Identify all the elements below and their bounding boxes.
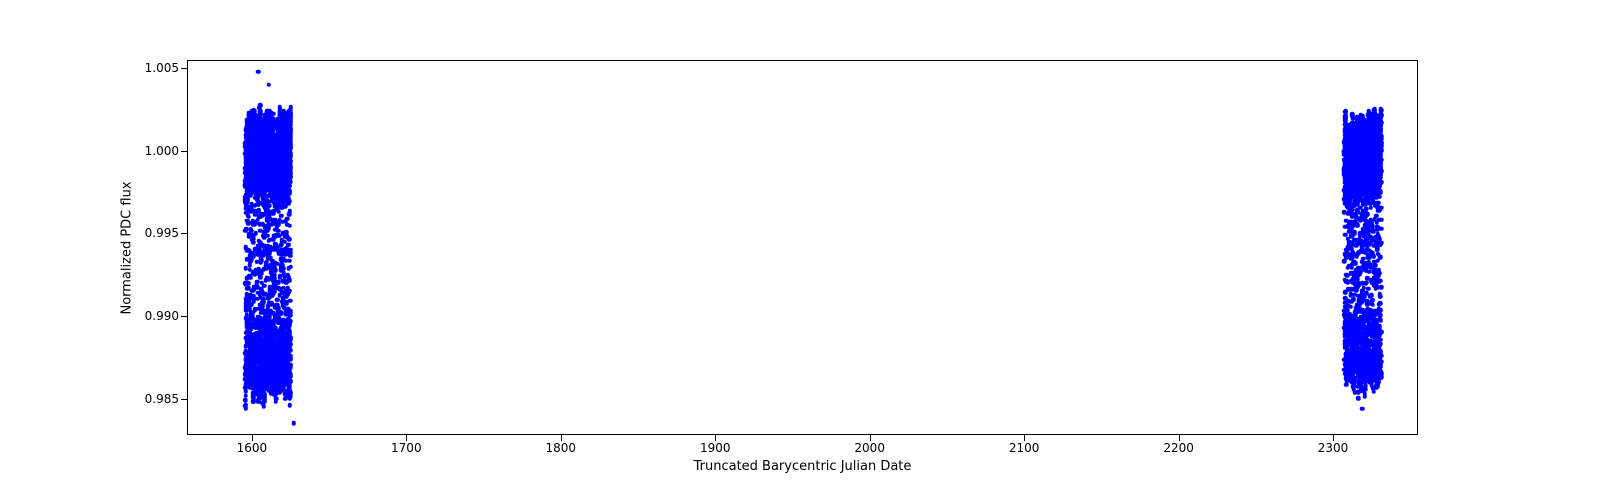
scatter-point — [288, 353, 293, 358]
scatter-point — [244, 393, 249, 398]
scatter-point — [288, 180, 293, 185]
scatter-point — [258, 109, 263, 114]
scatter-point — [287, 258, 292, 263]
scatter-point — [288, 114, 293, 119]
scatter-point — [289, 310, 294, 315]
scatter-point — [288, 118, 293, 123]
scatter-point — [287, 323, 292, 328]
scatter-point — [1343, 110, 1348, 115]
scatter-point — [288, 342, 293, 347]
scatter-point — [288, 146, 293, 151]
scatter-point — [287, 243, 292, 248]
scatter-point — [287, 189, 292, 194]
scatter-point — [288, 174, 293, 179]
scatter-point — [288, 159, 293, 164]
scatter-point — [288, 379, 293, 384]
scatter-point — [1348, 305, 1353, 310]
chart-axes: 16001700180019002000210022002300 0.9850.… — [187, 60, 1418, 435]
scatter-point — [272, 112, 277, 117]
scatter-point — [287, 237, 292, 242]
scatter-point — [288, 372, 293, 377]
scatter-point — [288, 127, 293, 132]
scatter-point — [287, 329, 292, 334]
scatter-point — [288, 170, 293, 175]
scatter-point — [274, 399, 279, 404]
scatter-point — [246, 281, 251, 286]
plot-area — [187, 60, 1418, 435]
scatter-point — [252, 236, 257, 241]
scatter-point — [288, 337, 293, 342]
scatter-point — [287, 403, 292, 408]
scatter-point — [256, 69, 261, 74]
scatter-point — [288, 254, 293, 259]
scatter-point — [258, 275, 263, 280]
scatter-point — [288, 348, 293, 353]
scatter-point — [288, 363, 293, 368]
scatter-point — [288, 108, 293, 113]
scatter-point — [285, 216, 290, 221]
scatter-point — [258, 103, 263, 108]
scatter-point — [288, 298, 293, 303]
scatter-point — [267, 204, 272, 209]
scatter-point — [288, 137, 293, 142]
scatter-point — [288, 153, 293, 158]
scatter-point — [279, 213, 284, 218]
scatter-point — [287, 212, 292, 217]
scatter-point — [291, 421, 296, 426]
scatter-point — [267, 83, 272, 88]
scatter-point — [243, 403, 248, 408]
scatter-point — [262, 404, 267, 409]
scatter-point — [1343, 116, 1348, 121]
figure: 16001700180019002000210022002300 0.9850.… — [0, 0, 1600, 500]
scatter-point — [288, 142, 293, 147]
scatter-point — [261, 284, 266, 289]
scatter-point — [288, 391, 293, 396]
scatter-point — [287, 223, 292, 228]
scatter-point — [284, 230, 289, 235]
scatter-point — [287, 199, 292, 204]
scatter-point — [273, 268, 278, 273]
scatter-point — [288, 264, 293, 269]
scatter-point — [287, 288, 292, 293]
scatter-point — [288, 278, 293, 283]
